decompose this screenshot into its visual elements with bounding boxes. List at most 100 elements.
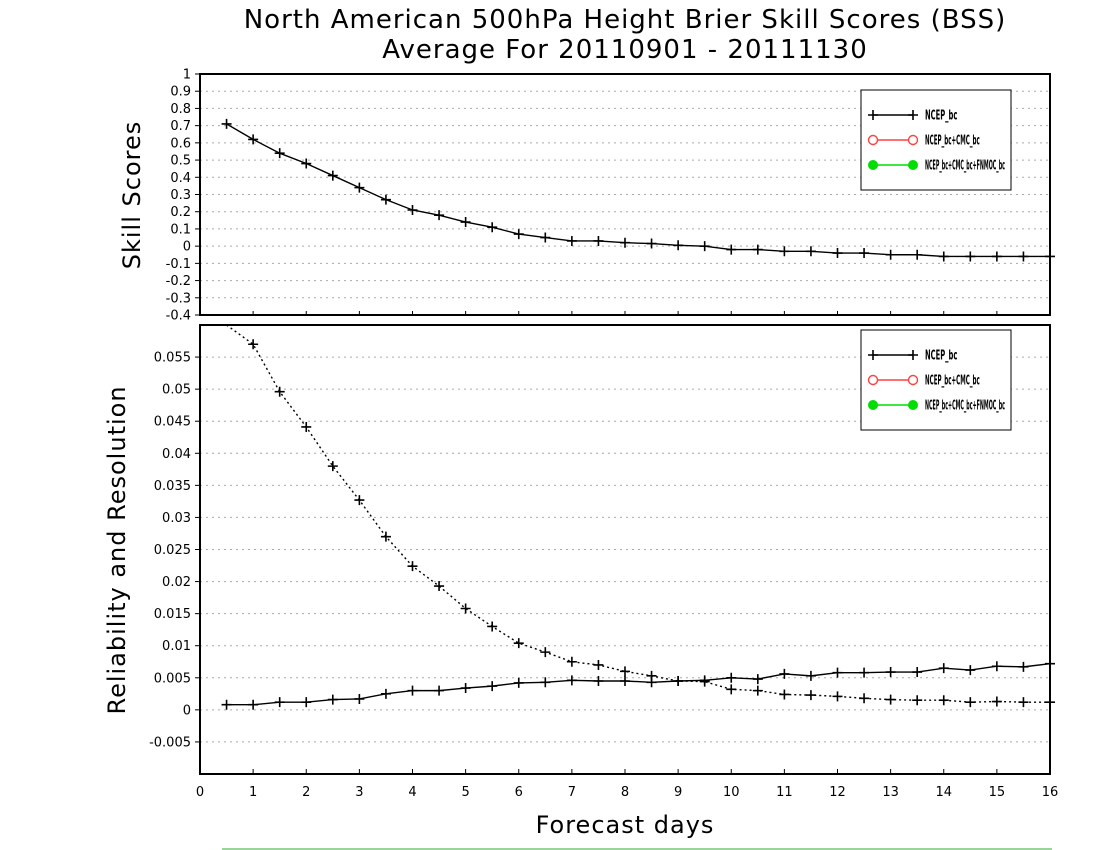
x-tick-label: 12 [829,785,846,800]
top-series-point [221,118,232,129]
bottom-y-axis: 0.055 0.05 0.045 0.04 0.035 0.03 0.025 0.02 0.01… [149,351,200,750]
x-axis: 0 1 2 3 4 5 6 7 8 9 10 11 12 13 14 15 16 [196,311,1058,800]
bottom-legend: NCEP_bc NCEP_bc+CMC_bc NCEP_bc+CMC_bc+FNMO… [860,329,1012,431]
x-tick-label: 8 [621,785,629,800]
legend-dot-icon [868,400,878,410]
bottom-series-layer [221,324,1055,710]
x-tick-label: 7 [568,785,576,800]
bottom-series-point [885,667,896,678]
top-series-point [912,249,923,260]
bottom-series-point [885,694,896,705]
bottom-y-tick-label: 0.025 [154,543,191,558]
top-series-point [885,249,896,260]
top-y-tick-label: 0.1 [170,222,191,237]
top-y-tick-label: -0.2 [166,274,191,289]
legend-dot-icon [868,160,878,170]
bottom-series-point [912,695,923,706]
bottom-series-point [965,665,976,676]
top-y-tick-label: 0.9 [170,85,191,100]
bottom-y-tick-label: 0.04 [162,447,191,462]
top-series-point [859,248,870,259]
bottom-series-point [540,677,551,688]
top-series-point [487,222,498,233]
legend-label: NCEP_bc+CMC_bc+FNMOC_bc [925,159,1005,174]
legend-label: NCEP_bc+CMC_bc [925,134,980,149]
bottom-series-point [487,621,498,632]
top-y-tick-label: -0.4 [166,309,191,324]
x-tick-label: 3 [355,785,363,800]
top-y-tick-label: 0.6 [170,136,191,151]
top-series-point [646,238,657,249]
top-series-point [248,134,259,145]
bottom-series-point [991,696,1002,707]
bottom-y-tick-label: 0.055 [154,351,191,366]
top-series-point [699,241,710,252]
bottom-series-point [620,666,630,677]
bottom-series-point [354,693,365,704]
top-series-point [274,148,285,159]
top-series-point [779,246,790,257]
legend-label: NCEP_bc+CMC_bc [925,374,980,389]
x-tick-label: 10 [723,785,740,800]
bottom-series-point [752,685,763,696]
top-y-tick-label: 1 [183,68,191,83]
top-series-point [593,235,604,246]
bottom-series-point [301,697,312,708]
top-y-axis-label: Skill Scores [118,121,146,270]
legend-label: NCEP_bc+CMC_bc+FNMOC_bc [925,399,1005,414]
bottom-series-point [726,684,737,695]
top-series-point [434,210,445,221]
x-tick-label: 4 [408,785,416,800]
bottom-series-line-resolution [226,324,1050,703]
legend-circle-icon [867,134,879,146]
chart-subtitle: Average For 20110901 - 20111130 [382,35,868,65]
bottom-series-point [912,667,923,678]
bottom-series-point [513,677,524,688]
bottom-series-point [434,581,445,592]
bottom-series-point [566,675,577,686]
x-tick-label: 1 [249,785,257,800]
top-series-point [805,246,816,257]
bottom-series-line-reliability [226,662,1051,706]
legend-plus-icon [868,350,878,360]
bottom-series-point [726,672,737,683]
bottom-series-point [434,685,445,696]
bottom-series-point [938,663,949,674]
bottom-series-point [380,531,391,542]
top-y-tick-label: 0.7 [170,119,191,134]
x-tick-label: 6 [515,785,523,800]
bottom-series-point [805,690,816,701]
legend-circle-icon [907,374,919,386]
top-y-tick-label: 0.2 [170,205,191,220]
bottom-series-point [646,670,657,681]
bottom-series-point [513,638,524,649]
top-series-point [380,194,391,205]
top-series-point [938,251,949,262]
bottom-series-point [274,697,285,708]
x-tick-label: 16 [1042,785,1059,800]
bottom-series-point [965,697,976,708]
bottom-series-point [991,661,1002,672]
bottom-series-point [620,675,630,686]
top-y-tick-label: -0.1 [166,257,191,272]
x-tick-label: 15 [989,785,1006,800]
bottom-series-point [380,688,391,699]
x-tick-label: 5 [461,785,469,800]
bottom-series-point [327,694,338,705]
bottom-series-point [1018,697,1029,708]
bottom-series-point [566,656,577,667]
top-series-layer [221,118,1055,262]
bottom-series-point [1045,697,1055,708]
bottom-series-point [938,695,949,706]
x-tick-label: 2 [302,785,310,800]
top-series-point [726,244,737,255]
bottom-series-point [248,339,259,350]
bottom-y-tick-label: 0 [183,703,191,718]
bottom-series-point [779,668,790,679]
top-y-tick-label: 0.4 [170,171,191,186]
bottom-series-point [752,674,763,685]
legend-circle-icon [907,134,919,146]
bottom-series-point [460,603,471,614]
bottom-y-tick-label: 0.015 [154,607,191,622]
bottom-series-point [1045,658,1055,669]
